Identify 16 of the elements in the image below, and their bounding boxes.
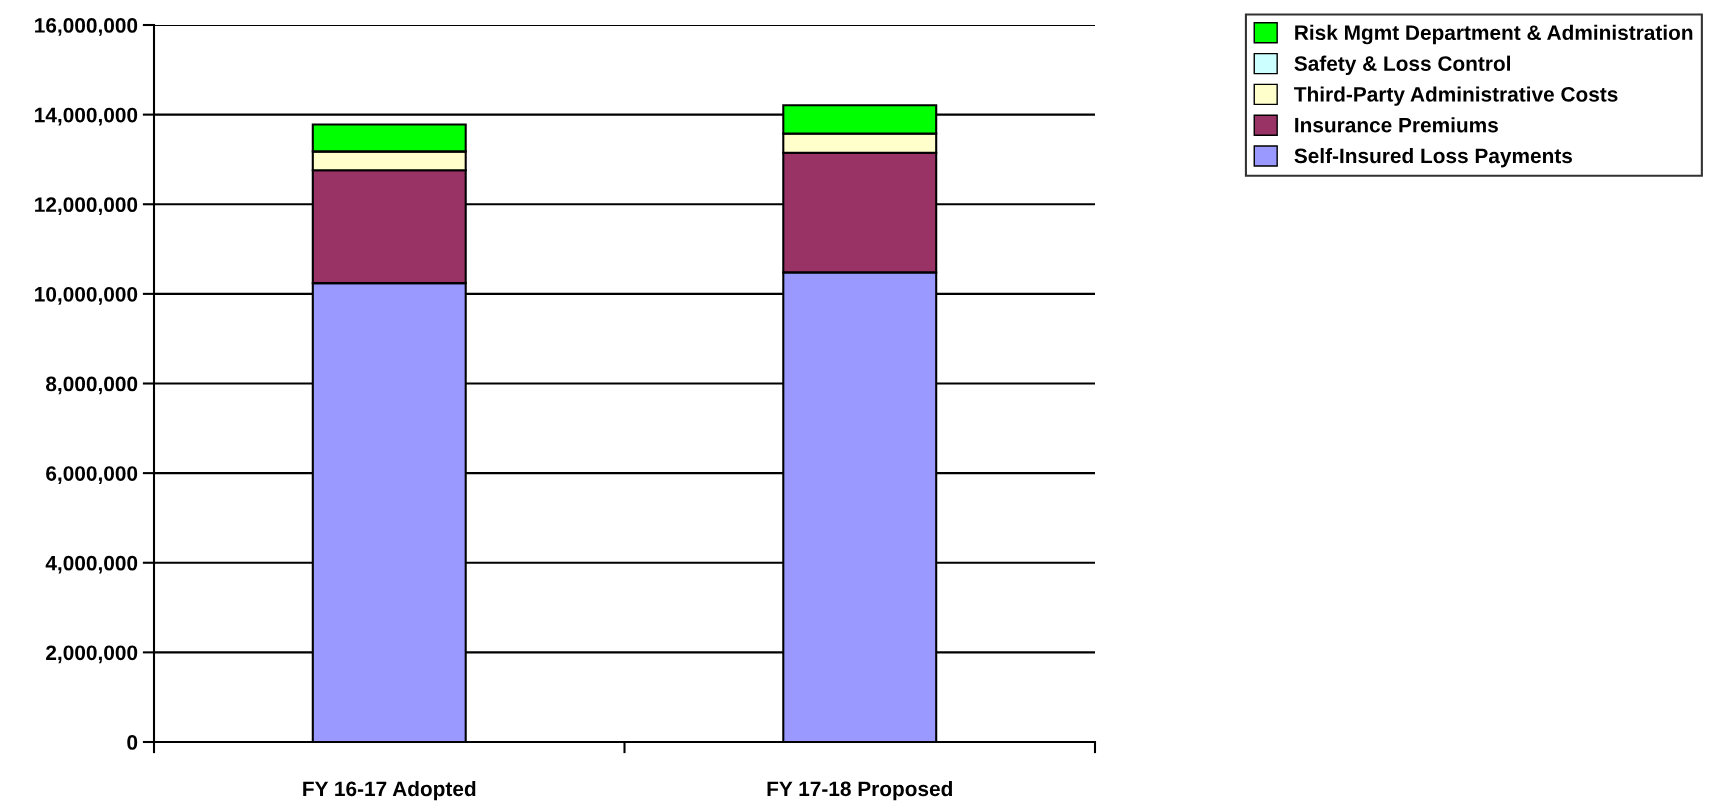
y-tick-label: 12,000,000 [35, 197, 138, 216]
legend-label: Safety & Loss Control [1294, 55, 1510, 76]
legend-label: Risk Mgmt Department & Administration [1295, 24, 1693, 45]
y-tick-label: 6,000,000 [46, 466, 138, 484]
legend-label: Self-Insured Loss Payments [1294, 147, 1572, 168]
legend-label: Third-Party Administrative Costs [1294, 86, 1618, 106]
y-tick-label: 16,000,000 [35, 18, 138, 36]
x-tick-label: FY 17-18 Proposed [767, 780, 952, 801]
y-tick-label: 14,000,000 [35, 107, 138, 126]
x-tick-label: FY 16-17 Adopted [303, 780, 476, 801]
y-tick-label: 8,000,000 [46, 376, 138, 395]
y-tick-label: 0 [127, 735, 138, 750]
y-tick-label: 4,000,000 [45, 555, 138, 574]
legend-label: Insurance Premiums [1295, 117, 1498, 133]
y-tick-label: 10,000,000 [35, 286, 138, 305]
y-tick-label: 2,000,000 [46, 645, 138, 664]
